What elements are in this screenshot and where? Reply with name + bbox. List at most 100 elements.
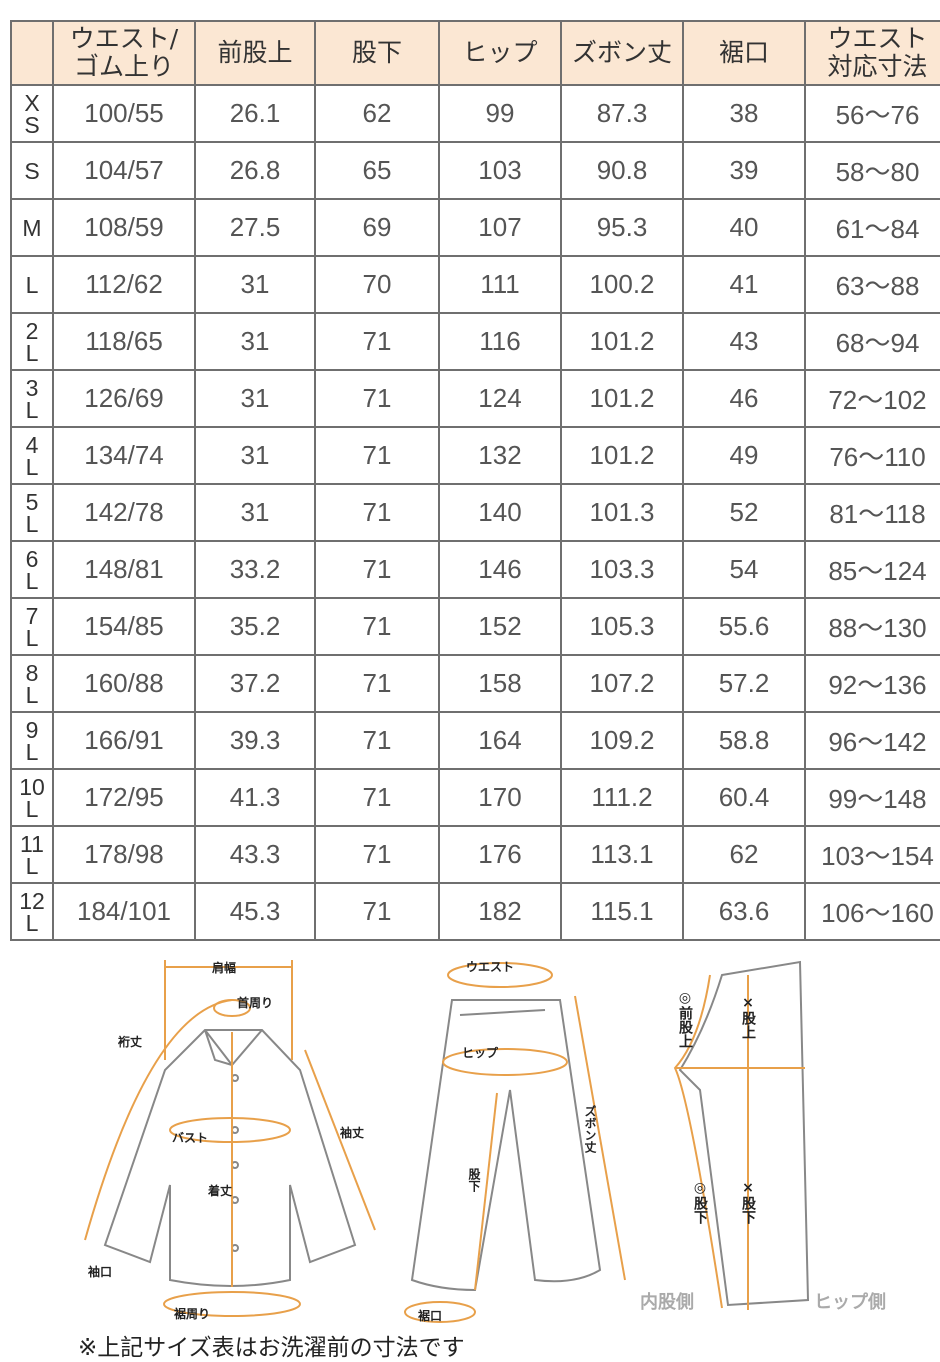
measurement-diagram: 肩幅 首周り 裄丈 袖丈 バスト 着丈 袖口 裾周り ウエスト ヒップ ズボン丈… xyxy=(84,960,886,1323)
table-cell: 124 xyxy=(438,369,562,428)
table-cell: 63～88 xyxy=(804,255,940,314)
size-label: 7L xyxy=(25,602,39,651)
table-cell: 103 xyxy=(438,141,562,200)
label-yuki: 裄丈 xyxy=(117,1034,142,1049)
table-cell: 71 xyxy=(314,483,440,542)
table-cell: 90.8 xyxy=(560,141,684,200)
shirt-measure-lines xyxy=(84,960,376,1317)
table-cell: 26.1 xyxy=(194,84,316,143)
size-cell: 7L xyxy=(10,597,54,656)
table-cell: 71 xyxy=(314,711,440,770)
size-cell: XS xyxy=(10,84,54,143)
table-cell: 105.3 xyxy=(560,597,684,656)
table-cell: 113.1 xyxy=(560,825,684,884)
table-cell: 76～110 xyxy=(804,426,940,485)
table-row: 7L 154/85 35.2 71 152 105.3 55.6 88～130 xyxy=(10,597,940,656)
table-cell: 71 xyxy=(314,768,440,827)
column-header: ズボン丈 xyxy=(560,20,684,86)
table-cell: 148/81 xyxy=(52,540,196,599)
table-cell: 101.2 xyxy=(560,312,684,371)
table-cell: 27.5 xyxy=(194,198,316,257)
table-cell: 142/78 xyxy=(52,483,196,542)
table-cell: 55.6 xyxy=(682,597,806,656)
table-cell: 166/91 xyxy=(52,711,196,770)
table-cell: 39.3 xyxy=(194,711,316,770)
table-cell: 104/57 xyxy=(52,141,196,200)
table-cell: 103～154 xyxy=(804,825,940,884)
table-cell: 61～84 xyxy=(804,198,940,257)
table-cell: 71 xyxy=(314,597,440,656)
table-cell: 99 xyxy=(438,84,562,143)
table-cell: 96～142 xyxy=(804,711,940,770)
size-cell: 9L xyxy=(10,711,54,770)
size-cell: 6L xyxy=(10,540,54,599)
shirt-drawing xyxy=(103,1029,357,1287)
size-label: 11L xyxy=(20,830,44,879)
table-row: M 108/59 27.5 69 107 95.3 40 61～84 xyxy=(10,198,940,257)
size-label: 12L xyxy=(19,887,45,936)
label-bust: バスト xyxy=(172,1131,208,1145)
column-header: ウエスト 対応寸法 xyxy=(804,20,940,86)
table-cell: 45.3 xyxy=(194,882,316,941)
table-cell: 37.2 xyxy=(194,654,316,713)
table-cell: 31 xyxy=(194,483,316,542)
table-row: XS 100/55 26.1 62 99 87.3 38 56～76 xyxy=(10,84,940,143)
label-neck: 首周り xyxy=(237,995,273,1010)
table-cell: 87.3 xyxy=(560,84,684,143)
size-label: 6L xyxy=(25,545,39,594)
table-cell: 71 xyxy=(314,825,440,884)
column-header: 前股上 xyxy=(194,20,316,86)
table-cell: 126/69 xyxy=(52,369,196,428)
table-cell: 41 xyxy=(682,255,806,314)
table-cell: 111 xyxy=(438,255,562,314)
table-cell: 35.2 xyxy=(194,597,316,656)
table-cell: 101.2 xyxy=(560,369,684,428)
size-label: 10L xyxy=(19,773,45,822)
label-inseam: 股下 xyxy=(467,1167,481,1193)
table-cell: 178/98 xyxy=(52,825,196,884)
label-hip-side: ヒップ側 xyxy=(814,1291,886,1313)
size-label: 9L xyxy=(25,716,39,765)
label-sleeve: 袖丈 xyxy=(340,1125,364,1140)
table-cell: 49 xyxy=(682,426,806,485)
side-measure-lines xyxy=(673,974,805,1310)
table-cell: 100/55 xyxy=(52,84,196,143)
size-cell: 5L xyxy=(10,483,54,542)
table-cell: 100.2 xyxy=(560,255,684,314)
column-header: ヒップ xyxy=(438,20,562,86)
table-row: 9L 166/91 39.3 71 164 109.2 58.8 96～142 xyxy=(10,711,940,770)
label-pants-hem: 裾口 xyxy=(418,1308,442,1323)
table-cell: 69 xyxy=(314,198,440,257)
table-cell: 111.2 xyxy=(560,768,684,827)
table-cell: 101.3 xyxy=(560,483,684,542)
table-cell: 106～160 xyxy=(804,882,940,941)
size-label: M xyxy=(22,214,42,241)
label-front-rise: ◎前股上 xyxy=(677,990,693,1048)
table-row: 4L 134/74 31 71 132 101.2 49 76～110 xyxy=(10,426,940,485)
table-cell: 31 xyxy=(194,312,316,371)
size-cell: 8L xyxy=(10,654,54,713)
label-inseam-x: ×股下 xyxy=(740,1180,756,1225)
size-label: L xyxy=(25,271,39,298)
label-inner-side: 内股側 xyxy=(640,1291,694,1313)
table-cell: 182 xyxy=(438,882,562,941)
label-pants-length: ズボン丈 xyxy=(583,1104,597,1154)
table-cell: 58.8 xyxy=(682,711,806,770)
table-cell: 65 xyxy=(314,141,440,200)
table-cell: 176 xyxy=(438,825,562,884)
label-length: 着丈 xyxy=(207,1183,232,1198)
table-row: 3L 126/69 31 71 124 101.2 46 72～102 xyxy=(10,369,940,428)
label-waist: ウエスト xyxy=(466,960,514,974)
table-cell: 112/62 xyxy=(52,255,196,314)
table-cell: 170 xyxy=(438,768,562,827)
table-cell: 71 xyxy=(314,540,440,599)
table-cell: 60.4 xyxy=(682,768,806,827)
pants-drawing xyxy=(410,999,602,1292)
table-cell: 56～76 xyxy=(804,84,940,143)
table-cell: 40 xyxy=(682,198,806,257)
table-cell: 152 xyxy=(438,597,562,656)
table-cell: 31 xyxy=(194,426,316,485)
table-cell: 158 xyxy=(438,654,562,713)
size-table: ウエスト/ ゴム上り 前股上 股下 ヒップ ズボン丈 裾口 ウエスト 対応寸法 XS 100/… xyxy=(10,20,940,941)
size-cell: L xyxy=(10,255,54,314)
